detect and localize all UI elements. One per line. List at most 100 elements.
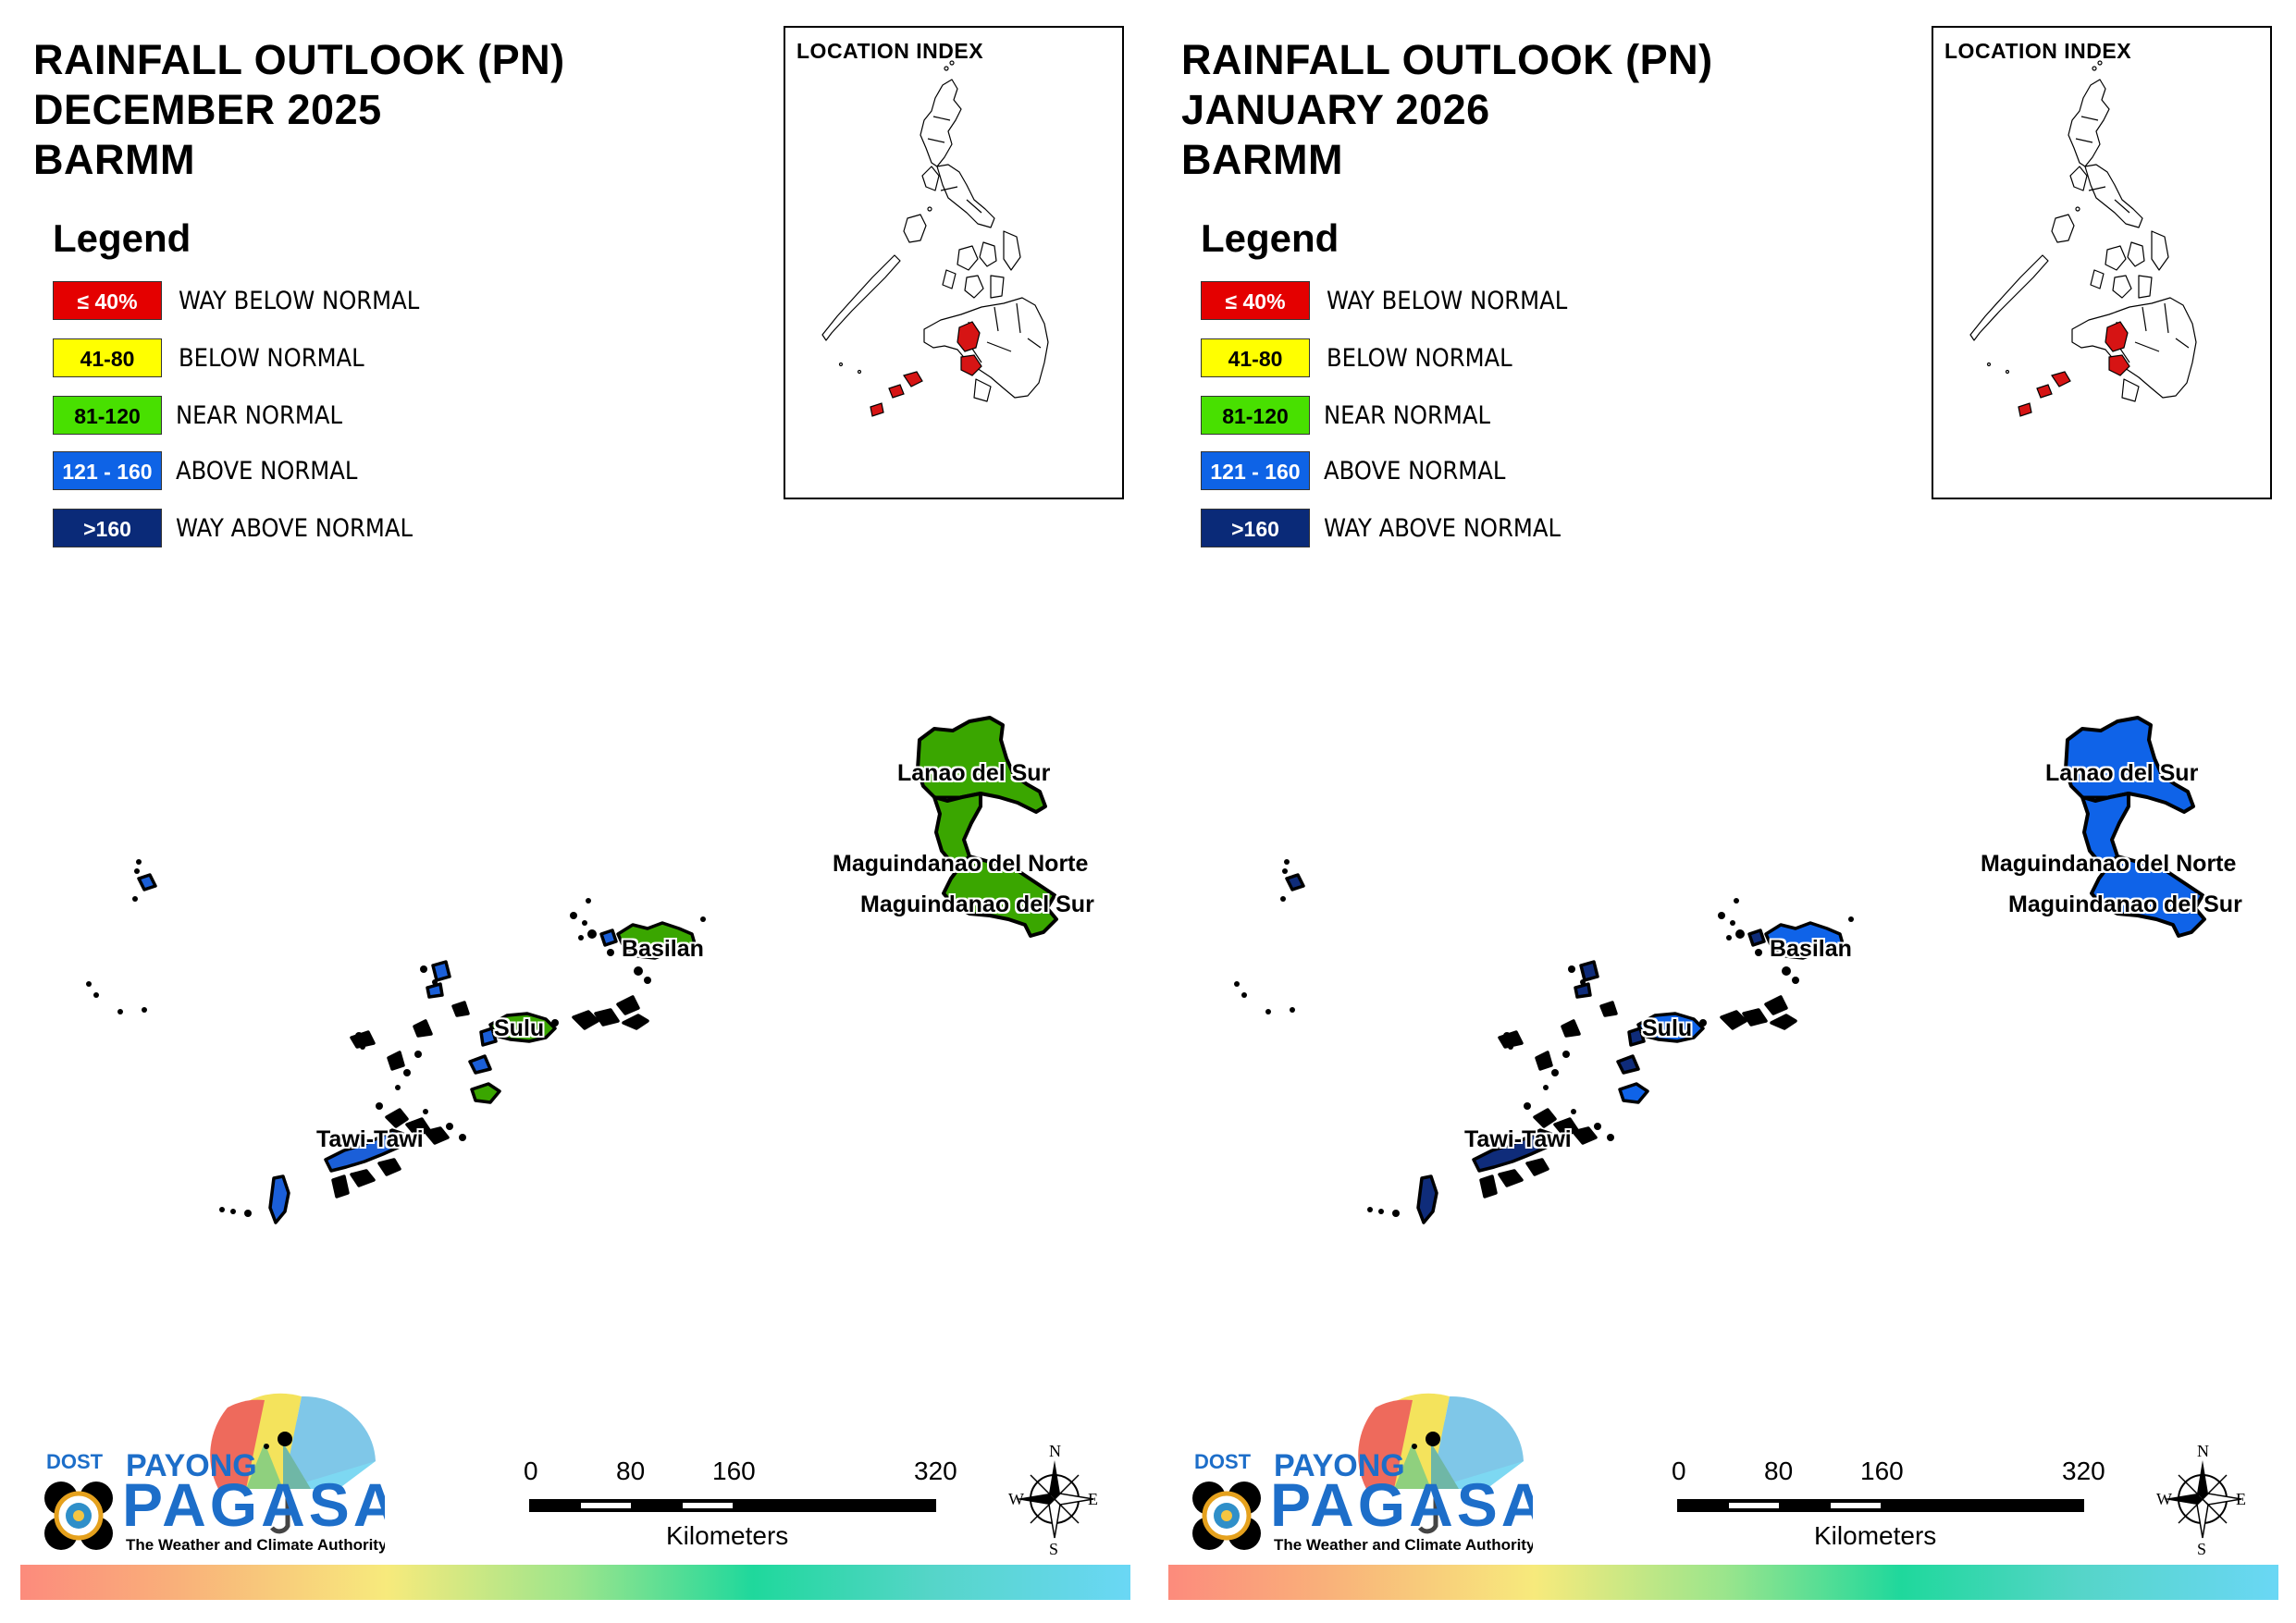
legend-label: BELOW NORMAL bbox=[1327, 344, 1512, 373]
basilan-shape bbox=[616, 921, 697, 960]
scale-bar: 0 80 160 320 Kilometers bbox=[518, 1457, 962, 1558]
label-basilan: Basilan bbox=[622, 936, 704, 962]
basilan-islet bbox=[1747, 928, 1766, 947]
scale-tick-0: 0 bbox=[1672, 1457, 1686, 1485]
tawi-tawi-main-island bbox=[1472, 1128, 1553, 1173]
north-arrow-compass-icon: N E S W bbox=[1008, 1442, 1098, 1558]
label-tawi-tawi: Tawi-Tawi bbox=[1464, 1126, 1572, 1152]
label-basilan: Basilan bbox=[1770, 936, 1852, 962]
label-maguindanao-del-sur: Maguindanao del Sur bbox=[2008, 891, 2242, 917]
legend-swatch: 41-80 bbox=[1201, 338, 1310, 377]
mainland-provinces bbox=[2064, 716, 2206, 938]
legend-label: NEAR NORMAL bbox=[1324, 401, 1490, 430]
color-gradient-strip bbox=[20, 1565, 1130, 1600]
location-index-title: LOCATION INDEX bbox=[1944, 39, 2132, 63]
cagayan-de-tawi-tawi bbox=[137, 873, 157, 891]
sibutu-island bbox=[268, 1174, 290, 1224]
legend-label: WAY BELOW NORMAL bbox=[1327, 287, 1568, 315]
tawi-tawi-islet bbox=[426, 982, 444, 999]
barmm-highlight bbox=[870, 321, 982, 417]
payong-pagasa-logo: DOST PAYONG PAGASA The Weather and Clima… bbox=[44, 1393, 385, 1554]
sulu-islet bbox=[1616, 1054, 1640, 1075]
legend-swatch: 81-120 bbox=[1201, 396, 1310, 435]
map-title: RAINFALL OUTLOOK (PN) DECEMBER 2025 BARM… bbox=[33, 35, 565, 185]
location-index-inset: LOCATION INDEX bbox=[784, 26, 1124, 499]
barmm-map bbox=[1234, 716, 2206, 1224]
logo-tagline: The Weather and Climate Authority bbox=[126, 1536, 385, 1554]
legend-label: WAY BELOW NORMAL bbox=[179, 287, 420, 315]
legend-swatch: >160 bbox=[1201, 509, 1310, 547]
tawi-tawi-islet bbox=[1579, 960, 1599, 982]
legend-swatch: 81-120 bbox=[53, 396, 162, 435]
tawi-tawi-islet bbox=[431, 960, 451, 982]
legend-label: BELOW NORMAL bbox=[179, 344, 364, 373]
legend-label: WAY ABOVE NORMAL bbox=[1324, 514, 1561, 543]
pagasa-seal-icon bbox=[44, 1482, 113, 1550]
barmm-highlight bbox=[2018, 321, 2130, 417]
cagayan-de-tawi-tawi bbox=[1285, 873, 1305, 891]
payong-pagasa-logo: DOST PAYONG PAGASA The Weather and Clima… bbox=[1192, 1393, 1533, 1554]
logo-payong: PAYONG bbox=[1274, 1448, 1405, 1483]
title-line-1: RAINFALL OUTLOOK (PN) bbox=[1181, 36, 1713, 83]
title-line-2: DECEMBER 2025 bbox=[33, 86, 382, 133]
sulu-islet bbox=[479, 1027, 498, 1047]
philippines-index-map bbox=[1969, 60, 2197, 417]
legend-swatch: ≤ 40% bbox=[53, 281, 162, 320]
logo-pagasa: PAGASA bbox=[122, 1470, 385, 1539]
map-title: RAINFALL OUTLOOK (PN) JANUARY 2026 BARMM bbox=[1181, 35, 1713, 185]
compass-n: N bbox=[1049, 1442, 1061, 1460]
scale-tick-320: 320 bbox=[2062, 1457, 2105, 1485]
scale-tick-160: 160 bbox=[712, 1457, 756, 1485]
sulu-islet bbox=[1618, 1082, 1649, 1104]
umbrella-icon bbox=[1358, 1393, 1524, 1534]
outlook-panel-december: RAINFALL OUTLOOK (PN) DECEMBER 2025 BARM… bbox=[20, 26, 1130, 1600]
color-gradient-strip bbox=[1168, 1565, 2278, 1600]
scale-bar-graphic bbox=[1677, 1499, 2084, 1512]
logo-pagasa: PAGASA bbox=[1270, 1470, 1533, 1539]
legend-swatch: 121 - 160 bbox=[53, 451, 162, 490]
tawi-tawi-main-island bbox=[324, 1128, 405, 1173]
outlook-panel-january: RAINFALL OUTLOOK (PN) JANUARY 2026 BARMM… bbox=[1148, 0, 2296, 1623]
legend-swatch: 121 - 160 bbox=[1201, 451, 1310, 490]
label-maguindanao-del-sur: Maguindanao del Sur bbox=[860, 891, 1094, 917]
sulu-islet bbox=[468, 1054, 492, 1075]
logo-payong: PAYONG bbox=[126, 1448, 257, 1483]
sulu-main-island bbox=[488, 1012, 557, 1043]
title-line-3: BARMM bbox=[1181, 136, 1343, 183]
umbrella-icon bbox=[210, 1393, 376, 1534]
label-tawi-tawi: Tawi-Tawi bbox=[316, 1126, 424, 1152]
logo-dost: DOST bbox=[46, 1450, 104, 1473]
basilan-islet bbox=[599, 928, 618, 947]
compass-n: N bbox=[2197, 1442, 2209, 1460]
logo-dost: DOST bbox=[1194, 1450, 1252, 1473]
label-maguindanao-del-norte: Maguindanao del Norte bbox=[833, 851, 1089, 877]
tawi-tawi-islet bbox=[1574, 982, 1592, 999]
label-sulu: Sulu bbox=[494, 1015, 545, 1041]
title-line-1: RAINFALL OUTLOOK (PN) bbox=[33, 36, 565, 83]
sulu-main-island bbox=[1636, 1012, 1705, 1043]
scale-unit: Kilometers bbox=[666, 1521, 789, 1550]
title-line-3: BARMM bbox=[33, 136, 195, 183]
legend-label: ABOVE NORMAL bbox=[1324, 457, 1506, 486]
barmm-map bbox=[86, 716, 1058, 1224]
label-lanao-del-sur: Lanao del Sur bbox=[2045, 760, 2199, 786]
legend-heading: Legend bbox=[1201, 216, 1339, 260]
scale-tick-320: 320 bbox=[914, 1457, 957, 1485]
location-index-title: LOCATION INDEX bbox=[796, 39, 984, 63]
scale-tick-160: 160 bbox=[1860, 1457, 1904, 1485]
scale-tick-0: 0 bbox=[524, 1457, 538, 1485]
north-arrow-compass-icon: N E S W bbox=[2156, 1442, 2246, 1558]
scale-tick-80: 80 bbox=[1764, 1457, 1794, 1485]
legend-swatch: ≤ 40% bbox=[1201, 281, 1310, 320]
pagasa-seal-icon bbox=[1192, 1482, 1261, 1550]
sibutu-island bbox=[1416, 1174, 1438, 1224]
label-sulu: Sulu bbox=[1642, 1015, 1693, 1041]
label-lanao-del-sur: Lanao del Sur bbox=[897, 760, 1051, 786]
legend-label: WAY ABOVE NORMAL bbox=[176, 514, 413, 543]
label-maguindanao-del-norte: Maguindanao del Norte bbox=[1981, 851, 2237, 877]
philippines-index-map bbox=[821, 60, 1049, 417]
location-index-inset: LOCATION INDEX bbox=[1932, 26, 2272, 499]
compass-s: S bbox=[1049, 1540, 1058, 1558]
title-line-2: JANUARY 2026 bbox=[1181, 86, 1490, 133]
scale-bar-graphic bbox=[529, 1499, 936, 1512]
